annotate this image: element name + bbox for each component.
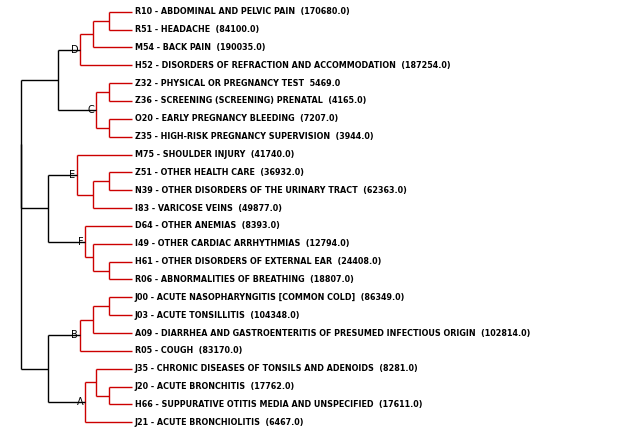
Text: A: A: [77, 397, 83, 407]
Text: Z51 - OTHER HEALTH CARE  (36932.0): Z51 - OTHER HEALTH CARE (36932.0): [135, 168, 304, 177]
Text: N39 - OTHER DISORDERS OF THE URINARY TRACT  (62363.0): N39 - OTHER DISORDERS OF THE URINARY TRA…: [135, 186, 406, 195]
Text: I49 - OTHER CARDIAC ARRHYTHMIAS  (12794.0): I49 - OTHER CARDIAC ARRHYTHMIAS (12794.0…: [135, 239, 349, 248]
Text: Z32 - PHYSICAL OR PREGNANCY TEST  5469.0: Z32 - PHYSICAL OR PREGNANCY TEST 5469.0: [135, 79, 340, 88]
Text: D: D: [70, 45, 78, 55]
Text: F: F: [77, 237, 83, 247]
Text: O20 - EARLY PREGNANCY BLEEDING  (7207.0): O20 - EARLY PREGNANCY BLEEDING (7207.0): [135, 114, 338, 123]
Text: M54 - BACK PAIN  (190035.0): M54 - BACK PAIN (190035.0): [135, 43, 266, 52]
Text: A09 - DIARRHEA AND GASTROENTERITIS OF PRESUMED INFECTIOUS ORIGIN  (102814.0): A09 - DIARRHEA AND GASTROENTERITIS OF PR…: [135, 329, 530, 338]
Text: Z35 - HIGH-RISK PREGNANCY SUPERVISION  (3944.0): Z35 - HIGH-RISK PREGNANCY SUPERVISION (3…: [135, 132, 374, 141]
Text: I83 - VARICOSE VEINS  (49877.0): I83 - VARICOSE VEINS (49877.0): [135, 204, 282, 213]
Text: R06 - ABNORMALITIES OF BREATHING  (18807.0): R06 - ABNORMALITIES OF BREATHING (18807.…: [135, 275, 354, 284]
Text: J00 - ACUTE NASOPHARYNGITIS [COMMON COLD]  (86349.0): J00 - ACUTE NASOPHARYNGITIS [COMMON COLD…: [135, 293, 405, 302]
Text: B: B: [72, 330, 78, 340]
Text: Z36 - SCREENING (SCREENING) PRENATAL  (4165.0): Z36 - SCREENING (SCREENING) PRENATAL (41…: [135, 96, 366, 105]
Text: J03 - ACUTE TONSILLITIS  (104348.0): J03 - ACUTE TONSILLITIS (104348.0): [135, 311, 300, 320]
Text: J20 - ACUTE BRONCHITIS  (17762.0): J20 - ACUTE BRONCHITIS (17762.0): [135, 382, 295, 391]
Text: M75 - SHOULDER INJURY  (41740.0): M75 - SHOULDER INJURY (41740.0): [135, 150, 294, 159]
Text: C: C: [88, 105, 94, 115]
Text: E: E: [69, 170, 75, 180]
Text: H52 - DISORDERS OF REFRACTION AND ACCOMMODATION  (187254.0): H52 - DISORDERS OF REFRACTION AND ACCOMM…: [135, 61, 451, 70]
Text: D64 - OTHER ANEMIAS  (8393.0): D64 - OTHER ANEMIAS (8393.0): [135, 221, 280, 230]
Text: R05 - COUGH  (83170.0): R05 - COUGH (83170.0): [135, 346, 242, 355]
Text: H61 - OTHER DISORDERS OF EXTERNAL EAR  (24408.0): H61 - OTHER DISORDERS OF EXTERNAL EAR (2…: [135, 257, 381, 266]
Text: R51 - HEADACHE  (84100.0): R51 - HEADACHE (84100.0): [135, 25, 259, 34]
Text: J35 - CHRONIC DISEASES OF TONSILS AND ADENOIDS  (8281.0): J35 - CHRONIC DISEASES OF TONSILS AND AD…: [135, 364, 419, 373]
Text: R10 - ABDOMINAL AND PELVIC PAIN  (170680.0): R10 - ABDOMINAL AND PELVIC PAIN (170680.…: [135, 7, 349, 16]
Text: J21 - ACUTE BRONCHIOLITIS  (6467.0): J21 - ACUTE BRONCHIOLITIS (6467.0): [135, 418, 305, 427]
Text: H66 - SUPPURATIVE OTITIS MEDIA AND UNSPECIFIED  (17611.0): H66 - SUPPURATIVE OTITIS MEDIA AND UNSPE…: [135, 400, 422, 409]
